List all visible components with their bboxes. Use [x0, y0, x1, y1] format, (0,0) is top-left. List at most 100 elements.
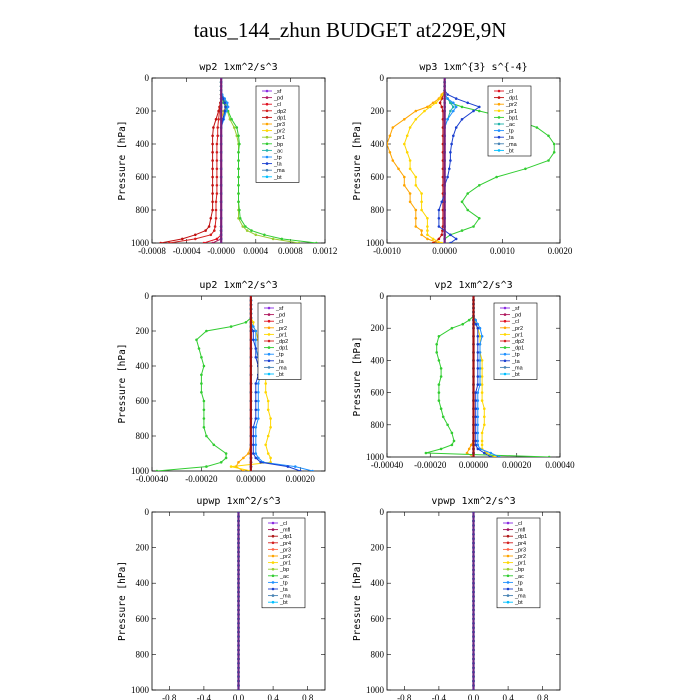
y-tick-label: 1000 — [131, 466, 150, 476]
data-point-ta — [252, 329, 255, 333]
legend-marker — [497, 129, 501, 132]
legend-entry: _bt — [279, 600, 288, 606]
data-point-pr1 — [264, 443, 268, 447]
data-point-ta — [259, 461, 263, 464]
data-point-ta — [474, 443, 478, 447]
data-point-tp — [478, 367, 482, 370]
legend-marker — [497, 135, 501, 139]
data-point-bp — [230, 118, 233, 121]
data-point-pr2 — [420, 233, 423, 237]
legend-marker — [506, 561, 510, 564]
data-point-dp1 — [211, 184, 214, 187]
data-point-dp1 — [204, 229, 207, 232]
legend-entry: _ac — [514, 574, 524, 580]
data-point-pr2 — [403, 118, 406, 121]
data-point-pr1 — [414, 175, 418, 179]
data-point-dp1 — [202, 426, 206, 429]
data-point-dp1 — [211, 159, 214, 162]
legend-marker — [271, 581, 275, 584]
data-point-ta — [446, 93, 449, 96]
legend-marker — [265, 116, 269, 119]
data-point-dp2 — [213, 225, 217, 228]
data-point-pr2 — [391, 126, 395, 129]
x-tick-label: 0.4 — [267, 693, 279, 700]
data-point-dp1 — [211, 134, 214, 138]
legend-entry: _bp — [514, 567, 524, 573]
x-tick-label: 0.00020 — [286, 474, 316, 484]
data-point-pr2 — [465, 451, 469, 455]
x-tick-label: -0.0010 — [373, 246, 401, 256]
data-point-pr1 — [483, 407, 486, 411]
y-tick-label: 200 — [136, 543, 150, 553]
data-point-tp — [476, 443, 480, 447]
data-point-ta — [478, 105, 481, 109]
y-tick-label: 0 — [145, 73, 150, 83]
legend-entry: _pr3 — [273, 122, 285, 128]
legend-entry: _dp2 — [275, 339, 288, 345]
legend-marker — [271, 567, 275, 571]
data-point-ta — [474, 407, 478, 411]
data-point-pr1 — [264, 391, 268, 394]
data-point-dp1 — [205, 329, 208, 333]
legend-marker — [271, 521, 275, 525]
data-point-tp — [257, 399, 260, 403]
data-point-dp2 — [214, 217, 218, 220]
chart-panel-3: up2 1xm^2/s^3 Pressure [hPa] 0 200 400 600 800… — [117, 280, 326, 484]
data-point-ta — [223, 101, 226, 105]
data-point-dp1 — [441, 184, 445, 187]
data-point-dp1 — [194, 233, 197, 237]
legend-marker — [267, 326, 271, 330]
legend-entry: _cl — [514, 521, 522, 527]
data-point-tp — [254, 426, 258, 429]
y-tick-label: 200 — [136, 326, 150, 336]
x-tick-label: 0.0004 — [243, 246, 268, 256]
data-point-pr2 — [403, 184, 406, 187]
data-point-dp1 — [439, 407, 443, 411]
data-point-pr1 — [480, 431, 484, 435]
data-point-dp1 — [440, 105, 444, 109]
data-point-ta — [449, 159, 452, 162]
legend-entry: _ta — [279, 587, 289, 593]
data-point-pr1 — [269, 426, 272, 429]
legend-entry: _tp — [273, 155, 282, 161]
legend-marker — [497, 142, 501, 146]
legend-entry: _ma — [505, 142, 518, 148]
data-point-ta — [474, 399, 478, 402]
legend-entry: _ma — [511, 365, 524, 371]
data-point-pr2 — [388, 151, 392, 154]
data-point-pr1 — [438, 97, 442, 100]
data-point-tp — [226, 101, 229, 105]
y-tick-label: 1000 — [366, 452, 385, 462]
legend-entry: _pr2 — [275, 326, 287, 332]
legend: _cl_mfl_dp1_pr4_pr3_pr2_pr1_bp_ac_tp_ta_… — [261, 517, 306, 609]
data-point-dp1 — [155, 469, 159, 471]
data-point-ta — [483, 451, 486, 455]
legend-marker — [503, 372, 507, 376]
data-point-bp1 — [547, 159, 550, 162]
legend-entry: _ta — [511, 359, 521, 365]
y-tick-label: 0 — [145, 291, 150, 301]
y-tick-label: 400 — [136, 578, 150, 588]
data-point-dp1 — [211, 192, 214, 195]
legend-marker — [497, 116, 501, 119]
data-point-ta — [452, 134, 455, 138]
data-point-ta — [254, 356, 258, 359]
legend-box — [493, 302, 538, 380]
data-point-pr1 — [420, 192, 423, 195]
x-tick-label: -0.4 — [197, 693, 212, 700]
data-point-ta — [476, 359, 480, 362]
data-point-dp2 — [216, 126, 219, 129]
data-point-dp2 — [215, 184, 219, 187]
data-point-dp2 — [194, 237, 197, 241]
data-point-dp1 — [437, 391, 441, 394]
data-point-dp1 — [441, 167, 445, 171]
data-point-tp — [476, 399, 480, 402]
legend-marker — [503, 306, 507, 310]
data-point-pr1 — [408, 126, 412, 129]
data-point-tp — [252, 325, 255, 328]
legend-entry: _ma — [514, 594, 527, 600]
data-point-bp1 — [460, 200, 464, 204]
data-point-ta — [286, 465, 290, 468]
data-point-tp — [474, 318, 478, 322]
data-point-ta — [449, 151, 452, 154]
